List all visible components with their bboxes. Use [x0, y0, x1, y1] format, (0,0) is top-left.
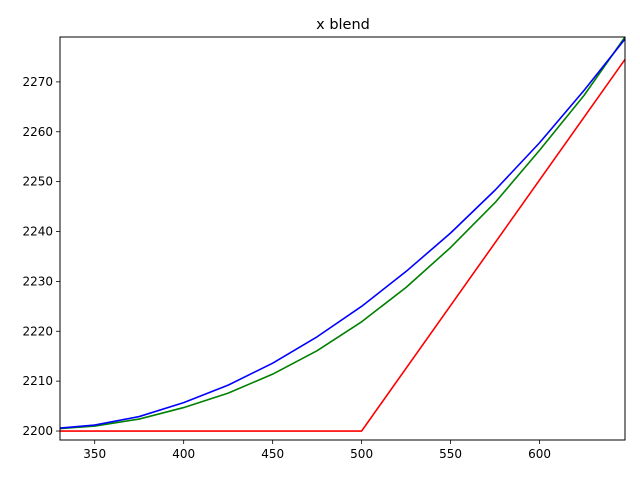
- x-tick-label: 400: [172, 447, 195, 461]
- y-tick-label: 2200: [22, 424, 53, 438]
- x-tick-label: 350: [83, 447, 106, 461]
- y-tick-label: 2230: [22, 274, 53, 288]
- y-tick-label: 2240: [22, 225, 53, 239]
- x-axis-ticks: 350 400 450 500 550 600: [83, 440, 551, 461]
- y-axis-ticks: 2200 2210 2220 2230 2240 2250 2260 2270: [22, 75, 60, 438]
- x-tick-label: 550: [439, 447, 462, 461]
- plot-frame: [59, 36, 626, 441]
- x-tick-label: 450: [261, 447, 284, 461]
- series-line-1: [59, 36, 626, 430]
- y-tick-label: 2250: [22, 175, 53, 189]
- series-line-0: [60, 58, 626, 432]
- y-tick-label: 2260: [22, 125, 53, 139]
- x-tick-label: 600: [528, 447, 551, 461]
- series-layer: [59, 36, 626, 432]
- series-line-2: [59, 38, 626, 429]
- y-tick-label: 2220: [22, 324, 53, 338]
- chart-title: x blend: [316, 17, 370, 33]
- y-tick-label: 2270: [22, 75, 53, 89]
- y-tick-label: 2210: [22, 374, 53, 388]
- x-tick-label: 500: [350, 447, 373, 461]
